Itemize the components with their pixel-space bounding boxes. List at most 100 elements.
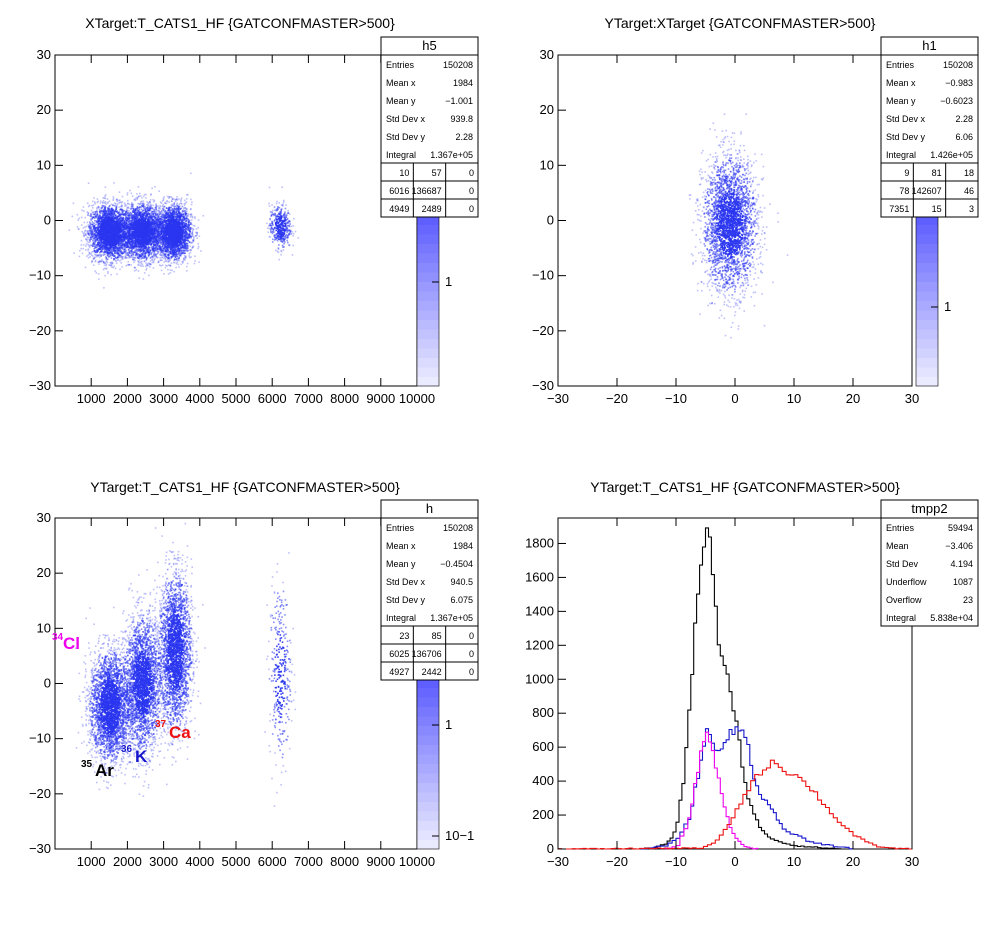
heat-cell	[106, 213, 108, 215]
heat-cell	[144, 218, 147, 221]
heat-cell	[105, 258, 108, 260]
heat-cell	[111, 231, 113, 233]
heat-cell	[132, 223, 134, 226]
heat-cell	[127, 253, 129, 256]
heat-cell	[80, 244, 83, 246]
heat-cell	[95, 246, 98, 249]
heat-cell	[106, 208, 109, 211]
heat-cell	[116, 240, 119, 243]
heat-cell	[132, 208, 135, 210]
heat-cell	[98, 260, 100, 263]
heat-cell	[100, 254, 102, 256]
heat-cell	[125, 252, 127, 254]
heat-cell	[135, 269, 138, 271]
heat-cell	[104, 197, 107, 200]
heat-cell	[110, 262, 112, 264]
heat-cell	[80, 247, 82, 250]
heat-cell	[104, 262, 106, 264]
heat-cell	[119, 237, 121, 240]
heat-cell	[97, 249, 99, 252]
heat-cell	[101, 250, 103, 253]
heat-cell	[124, 246, 127, 249]
heat-cell	[150, 253, 153, 255]
heat-cell	[120, 236, 123, 238]
heat-cell	[92, 200, 94, 203]
heat-cell	[113, 242, 115, 244]
heat-cell	[125, 215, 127, 218]
heat-cell	[148, 220, 150, 222]
heat-cell	[138, 236, 141, 238]
heat-cell	[107, 270, 109, 273]
heat-cell	[95, 223, 97, 226]
heat-cell	[110, 235, 113, 237]
heat-cell	[93, 237, 96, 239]
heat-cell	[100, 255, 102, 257]
heat-cell	[134, 266, 137, 269]
heat-cell	[108, 252, 110, 254]
heat-cell	[130, 254, 133, 256]
heat-cell	[124, 244, 126, 246]
heat-cell	[101, 232, 103, 234]
heat-cell	[145, 269, 147, 271]
heat-cell	[101, 247, 103, 249]
heat-cell	[120, 217, 123, 219]
heat-cell	[113, 245, 116, 248]
heat-cell	[98, 245, 100, 247]
heat-cell	[122, 255, 124, 258]
heat-cell	[123, 202, 126, 205]
heat-cell	[117, 232, 120, 235]
heat-cell	[161, 205, 164, 207]
heat-cell	[114, 238, 116, 241]
heat-cell	[85, 238, 87, 240]
heat-cell	[99, 236, 102, 238]
heat-cell	[111, 262, 113, 264]
heat-cell	[90, 252, 92, 255]
heat-cell	[102, 241, 105, 243]
heat-cell	[148, 274, 150, 277]
heat-cell	[127, 241, 129, 244]
heat-cell	[110, 273, 112, 276]
heat-cell	[115, 205, 118, 208]
heat-cell	[135, 240, 137, 243]
heat-cell	[121, 219, 124, 222]
heat-cell	[106, 244, 109, 247]
heat-cell	[134, 249, 136, 251]
heat-cell	[144, 254, 146, 256]
heat-cell	[136, 205, 139, 208]
heat-cell	[104, 223, 107, 225]
heat-cell	[113, 236, 115, 238]
heat-cell	[117, 229, 120, 232]
heat-cell	[124, 230, 127, 232]
heat-cell	[116, 225, 118, 228]
heat-cell	[118, 230, 120, 233]
heat-cell	[120, 247, 123, 249]
heat-cell	[114, 236, 117, 238]
heat-cell	[106, 214, 108, 216]
heat-cell	[116, 204, 118, 207]
heat-cell	[139, 255, 141, 257]
heat-cell	[152, 210, 154, 213]
heat-cell	[130, 250, 133, 253]
heat-cell	[113, 244, 116, 246]
heat-cell	[134, 228, 136, 230]
heat-cell	[127, 206, 129, 208]
heat-cell	[124, 205, 126, 207]
heat-cell	[116, 273, 118, 275]
heat-cell	[96, 230, 98, 233]
heat-cell	[125, 254, 127, 256]
heat-cell	[114, 230, 117, 233]
heat-cell	[123, 248, 125, 251]
heat-cell	[93, 224, 95, 227]
heat-cell	[133, 270, 136, 272]
heat-cell	[87, 257, 90, 259]
heat-cell	[135, 232, 138, 235]
heat-cell	[133, 259, 135, 261]
heat-cell	[96, 244, 98, 247]
heat-cell	[147, 247, 150, 250]
heat-cell	[121, 257, 124, 260]
heat-cell	[113, 255, 115, 257]
heat-cell	[154, 210, 156, 212]
heat-cell	[110, 203, 112, 206]
heat-cell	[120, 202, 123, 204]
heat-cell	[130, 228, 133, 231]
